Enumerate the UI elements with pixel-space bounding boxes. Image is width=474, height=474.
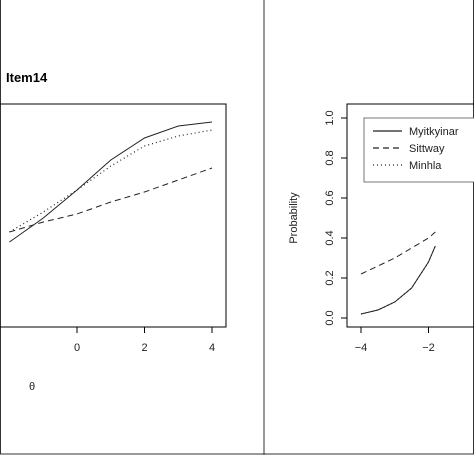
left-series-group (9, 121, 213, 243)
right-plot-frame (346, 103, 474, 328)
y-tick-label: 0.4 (324, 230, 336, 245)
right-y-axis-label: Probability (288, 192, 300, 244)
series-line-sittway (360, 231, 436, 275)
y-tick-label: 1.0 (324, 110, 336, 125)
series-line-myitkyinar (360, 245, 436, 315)
x-tick-label: 2 (141, 342, 147, 354)
left-plot-frame (0, 103, 227, 328)
left-panel: Item14 0 2 4 θ (0, 70, 227, 393)
y-tick-label: 0.2 (324, 270, 336, 285)
right-y-axis: 0.0 0.2 0.4 0.6 0.8 1.0 (324, 110, 347, 326)
series-line-myitkyinar (9, 121, 213, 243)
x-tick-label: 4 (209, 342, 215, 354)
series-line-minhla (9, 129, 213, 233)
x-tick-label: 0 (74, 342, 80, 354)
legend-box (363, 117, 474, 183)
figure-border (0, 0, 474, 455)
legend-label-myitkyinar: Myitkyinar (409, 126, 459, 138)
legend-label-sittway: Sittway (409, 143, 445, 155)
x-tick-label: −4 (355, 342, 368, 354)
left-chart-title: Item14 (6, 70, 48, 85)
left-x-axis-label: θ (29, 381, 35, 393)
y-tick-label: 0.8 (324, 150, 336, 165)
legend: Myitkyinar Sittway Minhla (363, 117, 474, 183)
right-panel: Probability 0.0 0.2 0.4 0.6 0.8 1.0 −4 −2 Myit… (288, 103, 474, 354)
y-tick-label: 0.6 (324, 190, 336, 205)
y-tick-label: 0.0 (324, 310, 336, 325)
legend-label-minhla: Minhla (409, 160, 442, 172)
left-x-axis: 0 2 4 (74, 327, 215, 354)
right-series-group (360, 231, 436, 315)
right-x-axis: −4 −2 (355, 327, 435, 354)
x-tick-label: −2 (422, 342, 435, 354)
series-line-sittway (9, 167, 213, 233)
